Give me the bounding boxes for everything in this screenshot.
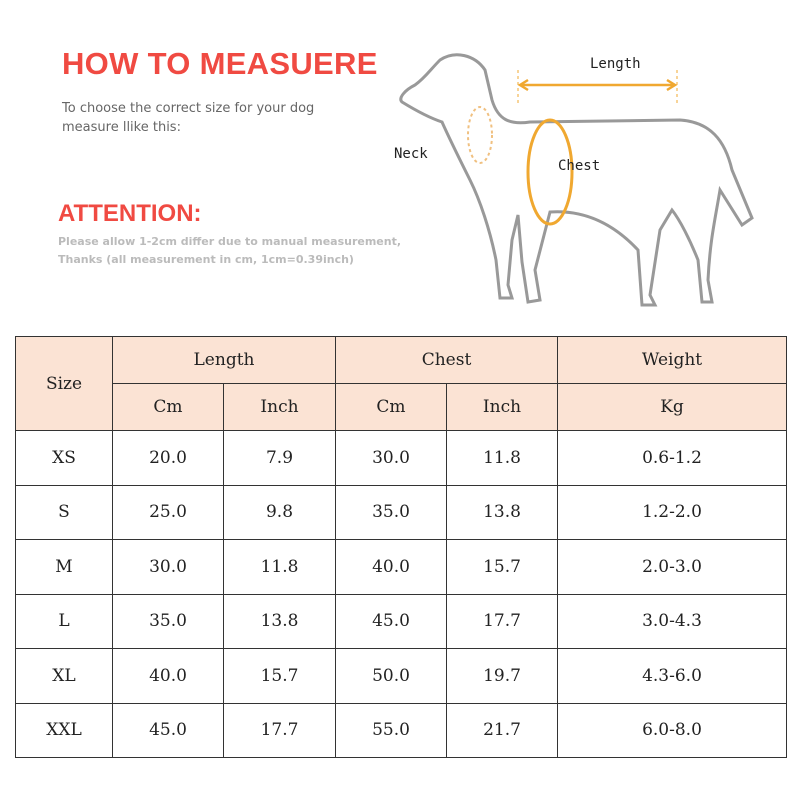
table-cell: 19.7 bbox=[446, 648, 558, 704]
chest-label: Chest bbox=[558, 158, 600, 174]
table-cell: 30.0 bbox=[112, 539, 224, 595]
table-cell: 40.0 bbox=[335, 539, 447, 595]
dog-outline bbox=[399, 53, 754, 307]
table-cell: 30.0 bbox=[335, 430, 447, 486]
table-cell: S bbox=[15, 484, 113, 540]
table-cell: 45.0 bbox=[112, 702, 224, 758]
table-cell: 20.0 bbox=[112, 430, 224, 486]
table-row: M 30.0 11.8 40.0 15.7 2.0-3.0 bbox=[15, 539, 787, 595]
table-cell: 15.7 bbox=[223, 648, 336, 704]
chest-header: Chest bbox=[335, 336, 558, 384]
unit-header: Inch bbox=[223, 383, 336, 431]
note-line: Please allow 1-2cm differ due to manual … bbox=[58, 235, 402, 248]
unit-header: Cm bbox=[335, 383, 447, 431]
table-row: XL 40.0 15.7 50.0 19.7 4.3-6.0 bbox=[15, 648, 787, 704]
table-cell: 13.8 bbox=[223, 593, 336, 649]
table-row: S 25.0 9.8 35.0 13.8 1.2-2.0 bbox=[15, 484, 787, 540]
table-cell: M bbox=[15, 539, 113, 595]
table-cell: L bbox=[15, 593, 113, 649]
table-cell: 2.0-3.0 bbox=[557, 539, 787, 595]
table-cell: 17.7 bbox=[446, 593, 558, 649]
table-cell: 25.0 bbox=[112, 484, 224, 540]
table-cell: XL bbox=[15, 648, 113, 704]
table-cell: 55.0 bbox=[335, 702, 447, 758]
size-header: Size bbox=[15, 336, 113, 431]
table-cell: 13.8 bbox=[446, 484, 558, 540]
table-cell: 1.2-2.0 bbox=[557, 484, 787, 540]
dog-measure-diagram: Length Chest Neck bbox=[394, 53, 754, 307]
unit-header: Kg bbox=[557, 383, 787, 431]
unit-header: Cm bbox=[112, 383, 224, 431]
intro-text: To choose the correct size for your dog … bbox=[62, 101, 315, 135]
chest-loop bbox=[526, 118, 574, 226]
table-cell: 0.6-1.2 bbox=[557, 430, 787, 486]
neck-label: Neck bbox=[394, 146, 428, 162]
table-cell: 4.3-6.0 bbox=[557, 648, 787, 704]
size-table: Size Length Chest Weight Cm Inch Cm Inch… bbox=[15, 336, 787, 758]
attention-title: ATTENTION: bbox=[58, 200, 202, 227]
table-cell: 50.0 bbox=[335, 648, 447, 704]
table-cell: 21.7 bbox=[446, 702, 558, 758]
table-cell: 35.0 bbox=[335, 484, 447, 540]
table-cell: 15.7 bbox=[446, 539, 558, 595]
table-cell: 3.0-4.3 bbox=[557, 593, 787, 649]
table-cell: 7.9 bbox=[223, 430, 336, 486]
table-cell: 6.0-8.0 bbox=[557, 702, 787, 758]
attention-note: Please allow 1-2cm differ due to manual … bbox=[58, 233, 401, 269]
note-line: Thanks (all measurement in cm, 1cm=0.39i… bbox=[58, 253, 354, 266]
table-cell: 40.0 bbox=[112, 648, 224, 704]
table-row: L 35.0 13.8 45.0 17.7 3.0-4.3 bbox=[15, 593, 787, 649]
table-cell: XXL bbox=[15, 702, 113, 758]
table-cell: XS bbox=[15, 430, 113, 486]
table-cell: 11.8 bbox=[446, 430, 558, 486]
table-cell: 35.0 bbox=[112, 593, 224, 649]
unit-header: Inch bbox=[446, 383, 558, 431]
table-cell: 11.8 bbox=[223, 539, 336, 595]
unit-row: Cm Inch Cm Inch Kg bbox=[16, 383, 787, 431]
weight-header: Weight bbox=[557, 336, 787, 384]
page-title: HOW TO MEASUERE bbox=[62, 46, 378, 81]
table-cell: 17.7 bbox=[223, 702, 336, 758]
header-row: Size Length Chest Weight bbox=[15, 336, 787, 431]
table-row: XS 20.0 7.9 30.0 11.8 0.6-1.2 bbox=[15, 430, 787, 486]
table-cell: 9.8 bbox=[223, 484, 336, 540]
table-cell: 45.0 bbox=[335, 593, 447, 649]
length-label: Length bbox=[590, 56, 641, 72]
length-header: Length bbox=[112, 336, 336, 384]
table-row: XXL 45.0 17.7 55.0 21.7 6.0-8.0 bbox=[15, 702, 787, 758]
neck-loop bbox=[467, 106, 493, 164]
